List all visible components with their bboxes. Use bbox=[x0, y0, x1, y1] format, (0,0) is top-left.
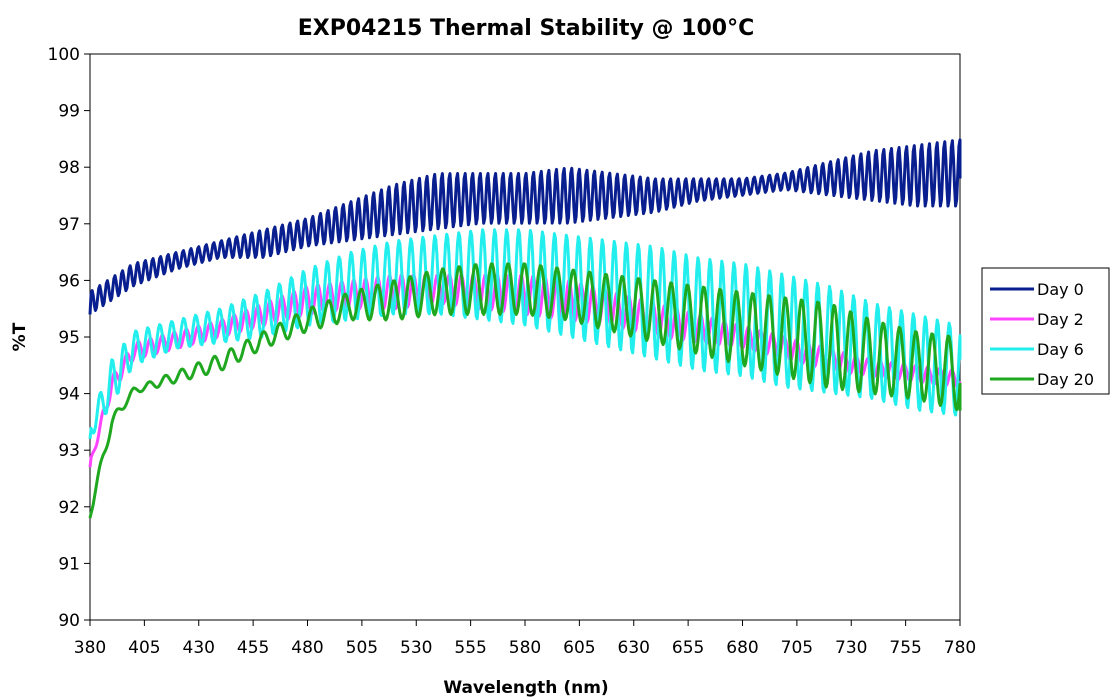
y-tick-label: 96 bbox=[58, 271, 80, 291]
x-axis: 380 405 430 455 480 505 530 555 580 605 630 655 680 7… bbox=[74, 620, 976, 658]
x-tick-label: 580 bbox=[509, 638, 541, 658]
x-axis-title: Wavelength (nm) bbox=[443, 678, 608, 698]
x-tick-label: 730 bbox=[835, 638, 867, 658]
x-tick-label: 605 bbox=[563, 638, 595, 658]
x-tick-label: 430 bbox=[183, 638, 215, 658]
y-tick-label: 93 bbox=[58, 441, 80, 461]
x-tick-label: 405 bbox=[128, 638, 160, 658]
y-tick-label: 92 bbox=[58, 498, 80, 518]
x-tick-label: 630 bbox=[618, 638, 650, 658]
legend-label: Day 0 bbox=[1037, 280, 1084, 299]
y-tick-label: 91 bbox=[58, 554, 80, 574]
legend: Day 0 Day 2 Day 6 Day 20 bbox=[981, 267, 1110, 395]
legend-label: Day 6 bbox=[1037, 340, 1084, 359]
x-tick-label: 755 bbox=[889, 638, 921, 658]
y-axis: 90 91 92 93 94 95 96 97 98 99 100 bbox=[48, 45, 90, 631]
x-tick-label: 705 bbox=[781, 638, 813, 658]
series-line-day-20 bbox=[88, 262, 962, 519]
y-tick-label: 90 bbox=[58, 611, 80, 631]
y-axis-title: %T bbox=[10, 322, 30, 351]
y-tick-label: 100 bbox=[48, 45, 80, 65]
legend-label: Day 2 bbox=[1037, 310, 1084, 329]
x-tick-label: 380 bbox=[74, 638, 106, 658]
chart-title: EXP04215 Thermal Stability @ 100°C bbox=[298, 16, 755, 41]
x-tick-label: 680 bbox=[726, 638, 758, 658]
x-tick-label: 555 bbox=[454, 638, 486, 658]
x-tick-label: 455 bbox=[237, 638, 269, 658]
series-line-day-0 bbox=[88, 138, 962, 315]
series-lines bbox=[88, 138, 962, 519]
x-tick-label: 530 bbox=[400, 638, 432, 658]
y-tick-label: 99 bbox=[58, 102, 80, 122]
y-tick-label: 94 bbox=[58, 385, 80, 405]
x-tick-label: 480 bbox=[291, 638, 323, 658]
x-tick-label: 505 bbox=[346, 638, 378, 658]
legend-label: Day 20 bbox=[1037, 370, 1094, 389]
y-tick-label: 95 bbox=[58, 328, 80, 348]
x-tick-label: 655 bbox=[672, 638, 704, 658]
y-tick-label: 98 bbox=[58, 158, 80, 178]
y-tick-label: 97 bbox=[58, 215, 80, 235]
x-tick-label: 780 bbox=[944, 638, 976, 658]
